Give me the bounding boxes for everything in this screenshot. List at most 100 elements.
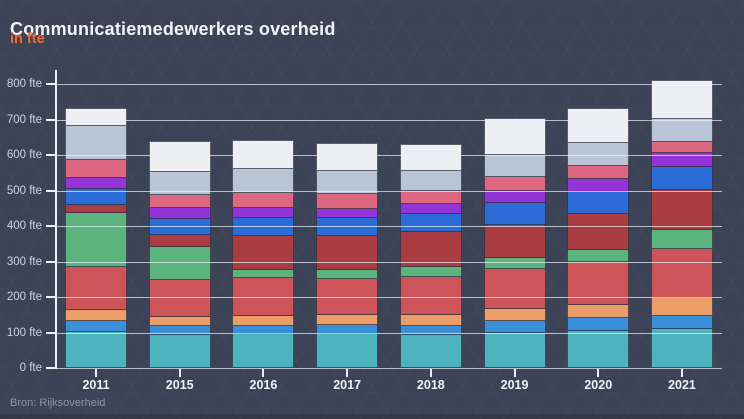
bar-segment-2011-segment-7-royal-blue[interactable] — [65, 189, 127, 206]
bar-segment-2019-segment-6-dark-red[interactable] — [483, 225, 546, 258]
bar-segment-2019-segment-1-teal[interactable] — [483, 333, 546, 368]
bar-segment-2015-segment-10-gray[interactable] — [148, 171, 211, 196]
bar-segment-2015-segment-4-red[interactable] — [148, 279, 211, 317]
bar-segment-2011-segment-2-light-blue[interactable] — [65, 321, 127, 333]
bar-segment-2016-segment-9-pink[interactable] — [232, 192, 295, 208]
bar-segment-2017-segment-11-white[interactable] — [316, 142, 379, 171]
bar-segment-2020-segment-2-light-blue[interactable] — [567, 317, 630, 331]
bar-segment-2011-segment-6-dark-red[interactable] — [65, 205, 127, 214]
bar-segment-2015-segment-9-pink[interactable] — [148, 195, 211, 208]
bar-segment-2020-segment-6-dark-red[interactable] — [567, 213, 630, 251]
bar-segment-2011-segment-5-green[interactable] — [65, 213, 127, 267]
bar-2018[interactable] — [399, 143, 462, 368]
bar-segment-2019-segment-5-green[interactable] — [483, 257, 546, 269]
bar-segment-2016-segment-7-royal-blue[interactable] — [232, 218, 295, 236]
bar-segment-2016-segment-10-gray[interactable] — [232, 169, 295, 193]
bar-segment-2019-segment-8-purple[interactable] — [483, 191, 546, 203]
bar-segment-2016-segment-3-orange[interactable] — [232, 315, 295, 327]
bar-segment-2015-segment-1-teal[interactable] — [148, 334, 211, 368]
bar-segment-2016-segment-5-green[interactable] — [232, 269, 295, 278]
bar-segment-2015-segment-2-light-blue[interactable] — [148, 326, 211, 335]
bar-segment-2019-segment-2-light-blue[interactable] — [483, 320, 546, 334]
y-axis-label: 500 fte — [6, 185, 42, 197]
bar-segment-2017-segment-10-gray[interactable] — [316, 170, 379, 194]
bar-segment-2021-segment-2-light-blue[interactable] — [650, 315, 713, 330]
bar-segment-2020-segment-8-purple[interactable] — [567, 179, 630, 192]
x-axis-label-2015: 2015 — [165, 378, 194, 392]
x-axis-label-2017: 2017 — [333, 378, 362, 392]
bar-segment-2018-segment-8-purple[interactable] — [399, 203, 462, 214]
bar-segment-2020-segment-4-red[interactable] — [567, 262, 630, 306]
bar-segment-2021-segment-5-green[interactable] — [650, 229, 713, 250]
bar-segment-2015-segment-6-dark-red[interactable] — [148, 235, 211, 247]
bar-segment-2019-segment-7-royal-blue[interactable] — [483, 202, 546, 226]
bar-segment-2011-segment-1-teal[interactable] — [65, 332, 127, 368]
bar-segment-2017-segment-1-teal[interactable] — [316, 334, 379, 368]
bar-segment-2017-segment-7-royal-blue[interactable] — [316, 217, 379, 237]
bar-segment-2016-segment-6-dark-red[interactable] — [232, 235, 295, 270]
bar-segment-2021-segment-10-gray[interactable] — [650, 118, 713, 143]
bar-segment-2020-segment-10-gray[interactable] — [567, 142, 630, 166]
bar-segment-2011-segment-3-orange[interactable] — [65, 310, 127, 322]
bar-segment-2016-segment-8-purple[interactable] — [232, 207, 295, 219]
bar-segment-2019-segment-9-pink[interactable] — [483, 176, 546, 192]
bar-segment-2018-segment-10-gray[interactable] — [399, 170, 462, 192]
bar-segment-2011-segment-10-gray[interactable] — [65, 126, 127, 160]
bar-segment-2016-segment-4-red[interactable] — [232, 277, 295, 316]
bar-segment-2018-segment-2-light-blue[interactable] — [399, 326, 462, 335]
bar-segment-2015-segment-8-purple[interactable] — [148, 207, 211, 219]
gridline-800 — [56, 84, 722, 85]
bar-segment-2011-segment-9-pink[interactable] — [65, 159, 127, 179]
page-title: Communicatiemedewerkers overheid — [10, 19, 336, 40]
bar-segment-2018-segment-4-red[interactable] — [399, 276, 462, 316]
bar-segment-2021-segment-3-orange[interactable] — [650, 298, 713, 316]
bar-segment-2019-segment-10-gray[interactable] — [483, 154, 546, 177]
bar-segment-2020-segment-9-pink[interactable] — [567, 165, 630, 180]
x-axis-tick — [346, 369, 349, 377]
bar-2017[interactable] — [316, 142, 379, 368]
y-axis-label: 100 fte — [6, 327, 42, 339]
bar-segment-2016-segment-1-teal[interactable] — [232, 334, 295, 368]
y-axis-label: 300 fte — [6, 256, 42, 268]
bar-segment-2020-segment-1-teal[interactable] — [567, 330, 630, 368]
bar-segment-2018-segment-5-green[interactable] — [399, 266, 462, 277]
bar-2021[interactable] — [650, 79, 713, 368]
bar-segment-2018-segment-3-orange[interactable] — [399, 315, 462, 327]
bar-segment-2017-segment-8-purple[interactable] — [316, 208, 379, 218]
bar-segment-2021-segment-7-royal-blue[interactable] — [650, 167, 713, 190]
bar-2020[interactable] — [567, 108, 630, 368]
bar-segment-2016-segment-11-white[interactable] — [232, 139, 295, 170]
bar-segment-2021-segment-6-dark-red[interactable] — [650, 189, 713, 230]
bar-segment-2015-segment-3-orange[interactable] — [148, 316, 211, 327]
bar-segment-2017-segment-5-green[interactable] — [316, 269, 379, 280]
x-axis-tick — [429, 369, 432, 377]
bar-segment-2020-segment-3-orange[interactable] — [567, 305, 630, 318]
bar-segment-2020-segment-7-royal-blue[interactable] — [567, 191, 630, 214]
bar-segment-2021-segment-11-white[interactable] — [650, 79, 713, 119]
bar-segment-2019-segment-4-red[interactable] — [483, 268, 546, 309]
bar-2016[interactable] — [232, 139, 295, 368]
bar-segment-2020-segment-5-green[interactable] — [567, 250, 630, 263]
bar-segment-2017-segment-6-dark-red[interactable] — [316, 236, 379, 270]
bar-segment-2021-segment-9-pink[interactable] — [650, 142, 713, 153]
bar-segment-2021-segment-8-purple[interactable] — [650, 152, 713, 168]
bar-segment-2011-segment-8-purple[interactable] — [65, 178, 127, 190]
bar-segment-2018-segment-9-pink[interactable] — [399, 191, 462, 204]
bar-segment-2021-segment-1-teal[interactable] — [650, 329, 713, 368]
bar-segment-2018-segment-1-teal[interactable] — [399, 334, 462, 368]
bar-2019[interactable] — [483, 117, 546, 368]
bar-segment-2011-segment-4-red[interactable] — [65, 266, 127, 311]
bar-segment-2018-segment-7-royal-blue[interactable] — [399, 213, 462, 232]
bar-segment-2021-segment-4-red[interactable] — [650, 249, 713, 298]
bar-segment-2017-segment-3-orange[interactable] — [316, 315, 379, 325]
bar-segment-2015-segment-5-green[interactable] — [148, 246, 211, 280]
bar-2011[interactable] — [65, 107, 127, 368]
bar-segment-2018-segment-6-dark-red[interactable] — [399, 231, 462, 267]
bar-segment-2020-segment-11-white[interactable] — [567, 108, 630, 143]
bar-segment-2015-segment-11-white[interactable] — [148, 141, 211, 172]
bar-segment-2019-segment-11-white[interactable] — [483, 117, 546, 155]
bar-segment-2017-segment-9-pink[interactable] — [316, 193, 379, 209]
bar-segment-2011-segment-11-white[interactable] — [65, 107, 127, 127]
bar-segment-2018-segment-11-white[interactable] — [399, 143, 462, 171]
bar-segment-2019-segment-3-orange[interactable] — [483, 308, 546, 321]
